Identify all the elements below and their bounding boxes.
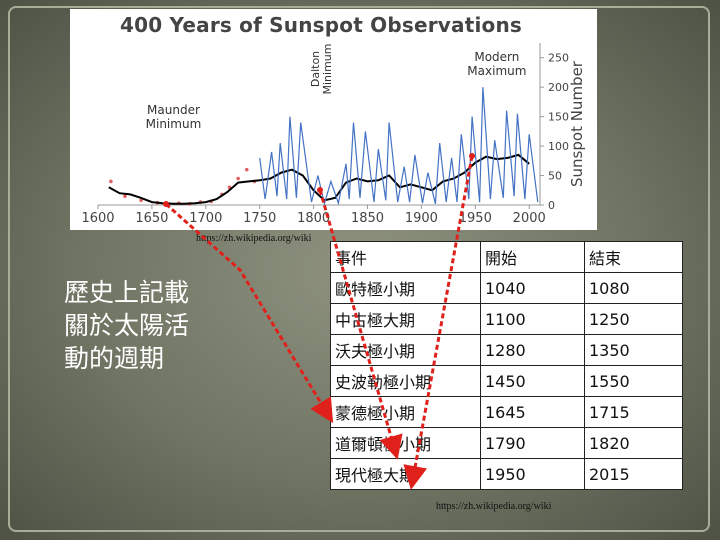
cell-event: 道爾頓極小期 bbox=[330, 427, 481, 459]
x-tick-label: 1600 bbox=[81, 211, 114, 226]
cell-end: 1715 bbox=[584, 396, 683, 428]
x-tick-label: 1700 bbox=[189, 211, 222, 226]
y-axis-label: Sunspot Number bbox=[568, 60, 586, 187]
cell-end: 2015 bbox=[584, 458, 683, 490]
data-point bbox=[139, 198, 143, 203]
header-start: 開始 bbox=[480, 241, 585, 273]
table-row: 中古極大期 1100 1250 bbox=[330, 303, 683, 335]
y-tick-label: 0 bbox=[548, 199, 555, 212]
table-row: 史波勒極小期 1450 1550 bbox=[330, 365, 683, 397]
table-row: 現代極大期 1950 2015 bbox=[330, 458, 683, 490]
x-tick-label: 1900 bbox=[405, 211, 438, 226]
y-tick-label: 150 bbox=[548, 111, 569, 124]
cell-start: 1790 bbox=[480, 427, 585, 459]
annotation-label: DaltonMinimum bbox=[309, 44, 334, 95]
data-point bbox=[123, 194, 127, 198]
heading-line-2: 關於太陽活 bbox=[64, 311, 190, 340]
cell-event: 中古極大期 bbox=[330, 303, 481, 335]
chart-title: 400 Years of Sunspot Observations bbox=[120, 13, 523, 37]
series-line-observed bbox=[259, 87, 539, 207]
table-row: 道爾頓極小期 1790 1820 bbox=[330, 427, 683, 459]
y-tick-label: 200 bbox=[548, 81, 569, 94]
x-tick-label: 1950 bbox=[459, 211, 492, 226]
cell-end: 1820 bbox=[584, 427, 683, 459]
annotation-label: Maunder Minimum bbox=[146, 103, 202, 131]
x-tick-label: 1650 bbox=[135, 211, 168, 226]
header-end: 結束 bbox=[584, 241, 683, 273]
table-row: 歐特極小期 1040 1080 bbox=[330, 272, 683, 304]
cell-start: 1950 bbox=[480, 458, 585, 490]
table-header-row: 事件 開始 結束 bbox=[330, 241, 683, 273]
x-tick-label: 2000 bbox=[513, 211, 546, 226]
y-tick-label: 50 bbox=[548, 170, 562, 183]
cell-end: 1350 bbox=[584, 334, 683, 366]
cell-start: 1280 bbox=[480, 334, 585, 366]
table-row: 沃夫極小期 1280 1350 bbox=[330, 334, 683, 366]
y-tick-label: 250 bbox=[548, 52, 569, 65]
cell-end: 1250 bbox=[584, 303, 683, 335]
cell-event: 沃夫極小期 bbox=[330, 334, 481, 366]
x-tick-label: 1850 bbox=[351, 211, 384, 226]
heading-line-1: 歷史上記載 bbox=[64, 278, 190, 307]
side-heading: 歷史上記載 關於太陽活 動的週期 bbox=[64, 276, 224, 375]
annotation-label: Modern Maximum bbox=[467, 50, 526, 78]
cell-end: 1080 bbox=[584, 272, 683, 304]
header-event: 事件 bbox=[330, 241, 481, 273]
sunspot-chart: 1600 1650 1700 1750 1800 1850 1900 1950 2000 0 50 1… bbox=[70, 9, 597, 230]
cell-start: 1450 bbox=[480, 365, 585, 397]
cell-event: 歐特極小期 bbox=[330, 272, 481, 304]
cell-start: 1645 bbox=[480, 396, 585, 428]
data-point bbox=[109, 179, 113, 184]
source-link-bottom[interactable]: https://zh.wikipedia.org/wiki bbox=[436, 501, 552, 512]
cell-event: 蒙德極小期 bbox=[330, 396, 481, 428]
data-point bbox=[244, 167, 249, 172]
cell-event: 現代極大期 bbox=[330, 458, 481, 490]
cell-start: 1100 bbox=[480, 303, 585, 335]
cell-event: 史波勒極小期 bbox=[330, 365, 481, 397]
table-row: 蒙德極小期 1645 1715 bbox=[330, 396, 683, 428]
event-table: 事件 開始 結束 歐特極小期 1040 1080 中古極大期 1100 1250… bbox=[330, 241, 683, 490]
source-link-top[interactable]: https://zh.wikipedia.org/wiki bbox=[196, 233, 312, 244]
x-tick-label: 1750 bbox=[243, 211, 276, 226]
heading-line-3: 動的週期 bbox=[64, 344, 165, 373]
cell-end: 1550 bbox=[584, 365, 683, 397]
data-point bbox=[236, 176, 240, 181]
cell-start: 1040 bbox=[480, 272, 585, 304]
y-tick-label: 100 bbox=[548, 140, 569, 153]
slide-frame bbox=[8, 6, 710, 532]
x-tick-label: 1800 bbox=[297, 211, 330, 226]
